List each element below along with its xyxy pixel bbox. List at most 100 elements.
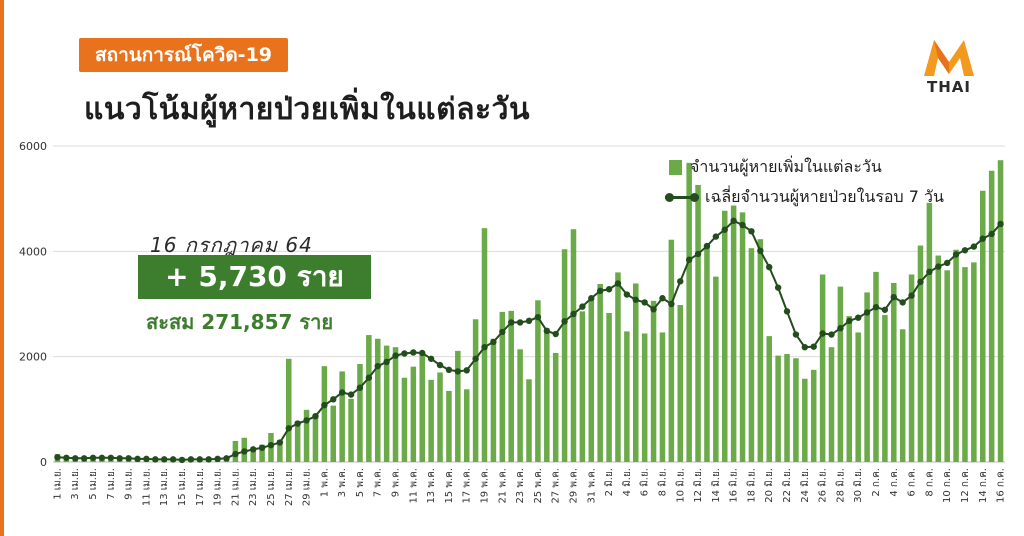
average-point — [766, 263, 773, 271]
average-point — [330, 396, 337, 403]
average-point — [303, 417, 310, 424]
x-tick-label: 2 มิ.ย. — [604, 468, 615, 496]
bar — [704, 245, 710, 462]
average-point — [801, 343, 809, 351]
x-axis-ticks: 1 เม.ย. 3 เม.ย. 5 เม.ย. 7 เม.ย. 9 เม.ย. 11 เม… — [52, 468, 1006, 506]
average-point — [837, 325, 844, 332]
average-point — [143, 455, 150, 463]
y-tick-label: 6000 — [19, 140, 47, 153]
legend-line-swatch — [665, 191, 699, 203]
average-point — [774, 284, 782, 291]
x-tick-label: 28 มิ.ย. — [835, 468, 846, 503]
x-tick-label: 13 เม.ย. — [159, 468, 170, 506]
average-point — [499, 328, 506, 336]
average-point — [890, 293, 897, 301]
bar — [561, 249, 568, 462]
bar — [321, 366, 328, 462]
average-point — [196, 456, 204, 463]
bar — [935, 255, 942, 462]
bar — [401, 377, 408, 462]
bar — [624, 331, 630, 462]
x-tick-label: 18 มิ.ย. — [746, 468, 757, 503]
average-point — [516, 319, 524, 326]
x-tick-label: 10 ก.ค. — [942, 468, 953, 503]
average-point — [63, 454, 70, 461]
x-tick-label: 13 พ.ค. — [426, 468, 437, 504]
bar — [971, 262, 977, 462]
bar — [615, 272, 621, 462]
average-point — [650, 306, 657, 313]
x-tick-label: 8 มิ.ย. — [657, 468, 668, 496]
bar — [677, 305, 684, 462]
x-tick-label: 31 พ.ค. — [586, 468, 597, 504]
bar — [250, 448, 256, 462]
bar — [570, 229, 577, 462]
average-point — [80, 455, 88, 462]
average-point — [276, 439, 284, 446]
x-tick-label: 5 เม.ย. — [88, 468, 99, 500]
chart-legend: จำนวนผู้หายเพิ่มในแต่ละวัน เฉลี่ยจำนวนผู… — [665, 152, 944, 212]
average-point — [161, 456, 168, 463]
bar — [668, 239, 675, 462]
average-point — [392, 352, 399, 359]
bar — [508, 310, 514, 462]
average-point — [623, 291, 631, 298]
x-tick-label: 21 พ.ค. — [497, 468, 508, 504]
bar — [917, 245, 924, 462]
callout-date: 16 กรกฎาคม 64 — [150, 233, 313, 257]
bar — [419, 354, 425, 462]
average-point — [721, 226, 728, 233]
left-accent-bar — [0, 0, 4, 536]
average-point — [454, 368, 462, 375]
average-point — [899, 299, 906, 306]
bar — [552, 352, 559, 462]
average-point — [943, 259, 951, 267]
x-tick-label: 21 เม.ย. — [230, 468, 241, 506]
x-tick-label: 29 เม.ย. — [302, 468, 313, 506]
bar — [259, 444, 265, 462]
average-point — [383, 358, 390, 366]
legend-item-line: เฉลี่ยจำนวนผู้หายป่วยในรอบ 7 วัน — [665, 182, 944, 212]
x-tick-label: 23 พ.ค. — [515, 468, 526, 504]
average-point — [908, 292, 915, 299]
x-tick-label: 12 ก.ค. — [960, 468, 971, 503]
average-point — [596, 287, 604, 295]
legend-line-label: เฉลี่ยจำนวนผู้หายป่วยในรอบ 7 วัน — [705, 186, 944, 206]
bar — [437, 372, 443, 462]
x-tick-label: 11 เม.ย. — [141, 468, 152, 506]
average-point — [952, 251, 960, 258]
average-point — [152, 456, 159, 463]
bar — [446, 390, 452, 462]
mthai-logo: THAI — [918, 38, 980, 100]
average-point — [472, 355, 479, 362]
x-tick-label: 19 เม.ย. — [213, 468, 224, 506]
x-tick-label: 3 พ.ค. — [337, 468, 348, 497]
x-tick-label: 15 พ.ค. — [444, 468, 455, 504]
bar — [695, 184, 701, 462]
bar — [855, 332, 861, 462]
bar — [899, 329, 906, 462]
bar — [597, 283, 603, 462]
average-point — [739, 221, 746, 229]
bar — [962, 267, 968, 462]
x-tick-label: 20 มิ.ย. — [764, 468, 775, 503]
average-point — [116, 455, 123, 462]
bar — [846, 316, 853, 462]
average-point — [98, 454, 106, 461]
average-point — [445, 366, 453, 374]
bar — [730, 205, 737, 462]
bar — [366, 335, 372, 462]
bar — [810, 369, 817, 462]
average-point — [854, 314, 862, 321]
average-point — [401, 350, 408, 357]
bar — [793, 358, 799, 462]
average-point — [703, 242, 711, 250]
bar — [739, 212, 746, 462]
bar — [535, 300, 541, 462]
bar — [517, 349, 523, 462]
x-tick-label: 15 เม.ย. — [177, 468, 188, 506]
bar — [721, 210, 728, 462]
x-tick-label: 12 มิ.ย. — [693, 468, 704, 503]
average-point — [134, 455, 141, 463]
bar — [633, 283, 639, 462]
